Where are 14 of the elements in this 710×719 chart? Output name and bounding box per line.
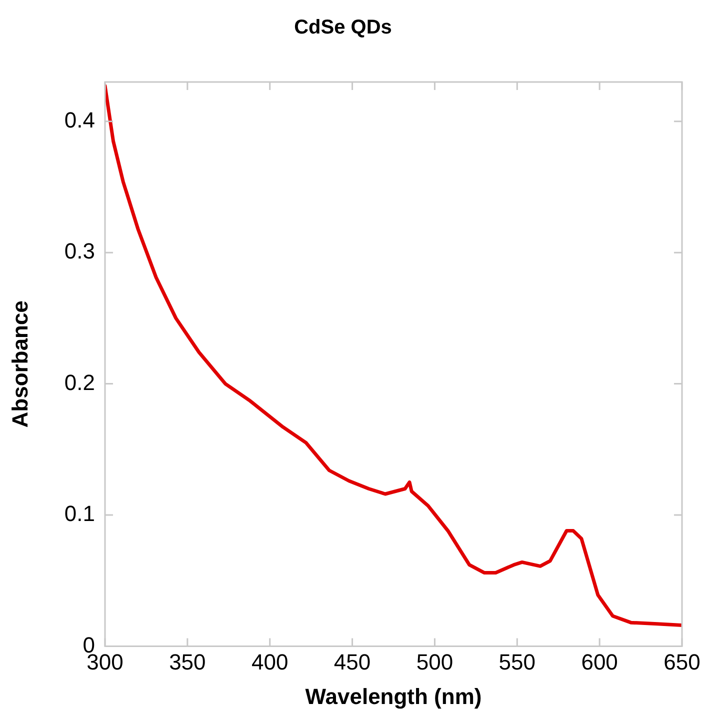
x-tick-label: 650 (664, 649, 700, 674)
x-tick-label: 450 (334, 649, 371, 674)
y-axis-title: Absorbance (7, 300, 32, 428)
y-tick-label: 0.3 (64, 238, 95, 264)
y-tick-label: 0.1 (64, 501, 95, 526)
x-tick-label: 550 (498, 649, 536, 674)
x-tick-label: 350 (169, 649, 206, 674)
x-axis-title: Wavelength (nm) (305, 684, 482, 709)
y-tick-label: 0.2 (64, 370, 95, 395)
chart-title: CdSe QDs (294, 16, 392, 39)
y-tick-label: 0.4 (64, 107, 95, 132)
x-tick-label: 400 (252, 649, 288, 674)
x-tick-label: 500 (416, 649, 454, 674)
x-tick-label: 600 (581, 649, 618, 674)
